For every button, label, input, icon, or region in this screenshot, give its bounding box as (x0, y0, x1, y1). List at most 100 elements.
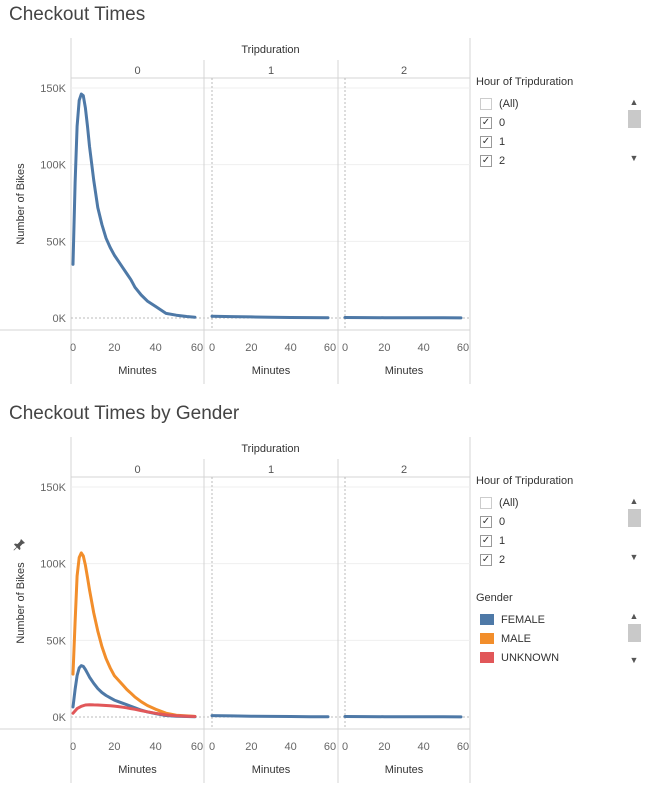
series-line-bikes-panel-0 (71, 92, 197, 319)
x-tick-label: 20 (245, 342, 257, 354)
x-tick-label: 60 (191, 741, 203, 753)
checkbox-checked-icon[interactable]: ✓ (480, 553, 492, 566)
series-line-male-panel-0 (71, 551, 197, 718)
x-axis-title: Minutes (118, 365, 157, 377)
x-tick-label: 0 (209, 741, 215, 753)
checkbox-checked-icon[interactable]: ✓ (480, 534, 492, 547)
filter-item-all[interactable]: (All) (476, 94, 651, 113)
x-tick-label: 40 (418, 342, 430, 354)
pin-icon[interactable] (12, 538, 26, 552)
series-line-female-panel-1 (210, 714, 330, 719)
x-axis-title: Minutes (385, 764, 424, 776)
legend-label: MALE (501, 632, 531, 645)
filter-label: 2 (499, 154, 506, 167)
color-swatch (480, 652, 494, 663)
scroll-up-icon[interactable]: ▲ (629, 97, 639, 107)
x-tick-label: 0 (70, 741, 76, 753)
checkbox-checked-icon[interactable]: ✓ (480, 154, 492, 167)
series-line-bikes-panel-1 (210, 314, 330, 320)
x-tick-label: 0 (70, 342, 76, 354)
filter-label: 2 (499, 553, 506, 566)
x-axis-title: Minutes (118, 764, 157, 776)
filter-item-all[interactable]: (All) (476, 493, 651, 512)
legend-title: Hour of Tripduration (476, 76, 574, 88)
filter-item-2[interactable]: ✓ 2 (476, 151, 651, 170)
x-tick-label: 20 (108, 342, 120, 354)
filter-item-2[interactable]: ✓ 2 (476, 550, 651, 569)
checkbox-icon[interactable] (480, 97, 492, 110)
x-tick-label: 60 (457, 342, 469, 354)
x-tick-label: 60 (324, 741, 336, 753)
checkout-times-by-gender-chart: Tripduration 0K 50K 100K 150K Number of Bikes… (0, 437, 471, 783)
filter-item-1[interactable]: ✓ 1 (476, 132, 651, 151)
y-tick-label: 0K (53, 313, 67, 325)
y-axis-title: Number of Bikes (15, 163, 27, 245)
scroll-down-icon[interactable]: ▼ (629, 153, 639, 163)
column-label: 2 (401, 65, 407, 77)
x-tick-label: 60 (324, 342, 336, 354)
scroll-up-icon[interactable]: ▲ (629, 496, 639, 506)
x-tick-label: 20 (108, 741, 120, 753)
gender-color-legend: Gender FEMALE MALE UNKNOWN ▲ ▼ (476, 592, 651, 667)
scroll-thumb[interactable] (627, 110, 641, 128)
x-tick-label: 20 (245, 741, 257, 753)
filter-label: (All) (499, 496, 519, 509)
legend-label: FEMALE (501, 613, 546, 626)
legend-item-male[interactable]: MALE (476, 629, 651, 648)
checkout-times-chart: Tripduration 0K 50K 100K 150K Number of Bikes… (0, 38, 471, 384)
scroll-up-icon[interactable]: ▲ (629, 611, 639, 621)
y-axis-title: Number of Bikes (15, 562, 27, 644)
checkbox-checked-icon[interactable]: ✓ (480, 515, 492, 528)
filter-label: 0 (499, 116, 506, 129)
x-axis-title: Minutes (252, 764, 291, 776)
legend-item-unknown[interactable]: UNKNOWN (476, 648, 651, 667)
x-tick-label: 60 (191, 342, 203, 354)
x-tick-label: 20 (378, 741, 390, 753)
column-header-title: Tripduration (241, 443, 299, 455)
column-label: 1 (268, 65, 274, 77)
y-tick-label: 150K (40, 482, 66, 494)
series-line-unknown-panel-0 (71, 703, 197, 718)
checkbox-icon[interactable] (480, 496, 492, 509)
x-tick-label: 0 (342, 342, 348, 354)
color-swatch (480, 633, 494, 644)
x-tick-label: 60 (457, 741, 469, 753)
hour-filter-legend: Hour of Tripduration (All) ✓ 0 ✓ 1 ✓ 2 ▲… (476, 76, 651, 170)
column-label: 2 (401, 464, 407, 476)
x-tick-label: 20 (378, 342, 390, 354)
x-tick-label: 0 (342, 741, 348, 753)
scroll-thumb[interactable] (627, 624, 641, 642)
y-tick-label: 150K (40, 83, 66, 95)
y-tick-label: 50K (46, 236, 66, 248)
x-tick-label: 40 (418, 741, 430, 753)
y-tick-label: 0K (53, 712, 67, 724)
hour-filter-legend: Hour of Tripduration (All) ✓ 0 ✓ 1 ✓ 2 ▲… (476, 475, 651, 569)
legend-scrollbar[interactable]: ▲ ▼ (627, 495, 641, 563)
column-label: 0 (134, 464, 140, 476)
legend-scrollbar[interactable]: ▲ ▼ (627, 96, 641, 164)
scroll-thumb[interactable] (627, 509, 641, 527)
filter-item-0[interactable]: ✓ 0 (476, 113, 651, 132)
color-swatch (480, 614, 494, 625)
legend-title: Gender (476, 592, 513, 604)
checkbox-checked-icon[interactable]: ✓ (480, 135, 492, 148)
legend-scrollbar[interactable]: ▲ ▼ (627, 610, 641, 666)
scroll-down-icon[interactable]: ▼ (629, 552, 639, 562)
x-tick-label: 40 (150, 342, 162, 354)
column-header-title: Tripduration (241, 44, 299, 56)
x-axis-title: Minutes (252, 365, 291, 377)
filter-item-1[interactable]: ✓ 1 (476, 531, 651, 550)
x-tick-label: 40 (285, 342, 297, 354)
legend-items: (All) ✓ 0 ✓ 1 ✓ 2 (476, 94, 651, 170)
legend-item-female[interactable]: FEMALE (476, 610, 651, 629)
x-tick-label: 40 (285, 741, 297, 753)
filter-label: (All) (499, 97, 519, 110)
column-label: 0 (134, 65, 140, 77)
scroll-down-icon[interactable]: ▼ (629, 655, 639, 665)
filter-item-0[interactable]: ✓ 0 (476, 512, 651, 531)
y-tick-label: 50K (46, 635, 66, 647)
checkbox-checked-icon[interactable]: ✓ (480, 116, 492, 129)
filter-label: 1 (499, 135, 506, 148)
chart-title: Checkout Times (9, 4, 146, 25)
legend-label: UNKNOWN (501, 651, 560, 664)
